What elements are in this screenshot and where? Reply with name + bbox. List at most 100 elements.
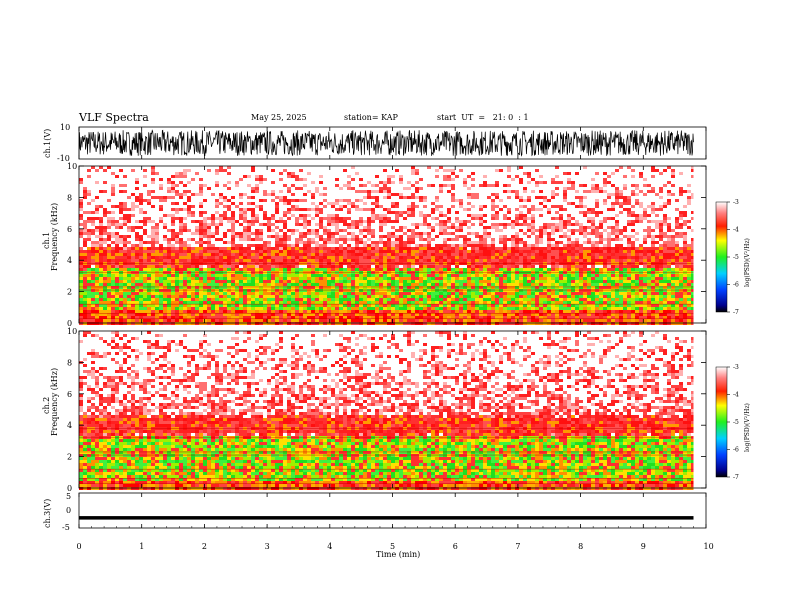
spectrogram-cell bbox=[95, 322, 99, 325]
spectrogram-cell bbox=[203, 283, 207, 286]
spectrogram-cell bbox=[123, 289, 127, 292]
spectrogram-cell bbox=[99, 166, 103, 169]
spectrogram-cell bbox=[519, 298, 523, 301]
spectrogram-cell bbox=[583, 295, 587, 298]
spectrogram-cell bbox=[507, 304, 511, 307]
spectrogram-cell bbox=[255, 265, 259, 268]
spectrogram-cell bbox=[475, 313, 479, 316]
spectrogram-cell bbox=[195, 319, 199, 322]
spectrogram-cell bbox=[127, 226, 131, 229]
spectrogram-cell bbox=[199, 289, 203, 292]
spectrogram-cell bbox=[531, 205, 535, 208]
spectrogram-cell bbox=[323, 322, 327, 325]
spectrogram-cell bbox=[347, 277, 351, 280]
spectrogram-cell bbox=[183, 169, 187, 172]
spectrogram-cell bbox=[551, 304, 555, 307]
spectrogram-cell bbox=[79, 250, 83, 253]
spectrogram-cell bbox=[167, 238, 171, 241]
spectrogram-cell bbox=[471, 244, 475, 247]
spectrogram-cell bbox=[379, 316, 383, 319]
spectrogram-cell bbox=[523, 253, 527, 256]
spectrogram-cell bbox=[87, 292, 91, 295]
spectrogram-cell bbox=[583, 196, 587, 199]
spectrogram-cell bbox=[407, 301, 411, 304]
spectrogram-cell bbox=[103, 283, 107, 286]
spectrogram-cell bbox=[371, 307, 375, 310]
spectrogram-cell bbox=[175, 247, 179, 250]
spectrogram-cell bbox=[583, 226, 587, 229]
spectrogram-cell bbox=[251, 319, 255, 322]
spectrogram-cell bbox=[399, 280, 403, 283]
spectrogram-cell bbox=[271, 223, 275, 226]
spectrogram-cell bbox=[303, 310, 307, 313]
spectrogram-cell bbox=[527, 322, 531, 325]
spectrogram-cell bbox=[263, 298, 267, 301]
spectrogram-cell bbox=[79, 313, 83, 316]
spectrogram-cell bbox=[319, 259, 323, 262]
spectrogram-cell bbox=[503, 283, 507, 286]
spectrogram-cell bbox=[519, 205, 523, 208]
spectrogram-cell bbox=[83, 295, 87, 298]
spectrogram-cell bbox=[391, 319, 395, 322]
spectrogram-cell bbox=[267, 253, 271, 256]
spectrogram-cell bbox=[251, 187, 255, 190]
spectrogram-cell bbox=[143, 280, 147, 283]
spectrogram-cell bbox=[259, 304, 263, 307]
spectrogram-cell bbox=[187, 214, 191, 217]
spectrogram-cell bbox=[571, 250, 575, 253]
spectrogram-cell bbox=[347, 283, 351, 286]
spectrogram-cell bbox=[319, 298, 323, 301]
spectrogram-cell bbox=[543, 199, 547, 202]
spectrogram-cell bbox=[403, 241, 407, 244]
spectrogram-cell bbox=[399, 292, 403, 295]
spectrogram-cell bbox=[355, 274, 359, 277]
spectrogram-cell bbox=[515, 235, 519, 238]
spectrogram-cell bbox=[507, 250, 511, 253]
spectrogram-cell bbox=[595, 229, 599, 232]
spectrogram-cell bbox=[171, 253, 175, 256]
spectrogram-cell bbox=[179, 175, 183, 178]
spectrogram-cell bbox=[127, 307, 131, 310]
spectrogram-cell bbox=[111, 235, 115, 238]
spectrogram-cell bbox=[343, 277, 347, 280]
spectrogram-cell bbox=[139, 256, 143, 259]
spectrogram-cell bbox=[383, 169, 387, 172]
spectrogram-cell bbox=[311, 295, 315, 298]
spectrogram-cell bbox=[571, 304, 575, 307]
spectrogram-cell bbox=[91, 211, 95, 214]
spectrogram-cell bbox=[291, 199, 295, 202]
spectrogram-cell bbox=[547, 223, 551, 226]
spectrogram-cell bbox=[511, 286, 515, 289]
spectrogram-cell bbox=[211, 235, 215, 238]
spectrogram-cell bbox=[579, 277, 583, 280]
spectrogram-cell bbox=[303, 313, 307, 316]
spectrogram-cell bbox=[155, 235, 159, 238]
spectrogram-cell bbox=[295, 307, 299, 310]
spectrogram-cell bbox=[443, 313, 447, 316]
spectrogram-cell bbox=[159, 283, 163, 286]
spectrogram-cell bbox=[303, 283, 307, 286]
spectrogram-cell bbox=[591, 226, 595, 229]
spectrogram-cell bbox=[291, 307, 295, 310]
spectrogram-cell bbox=[295, 304, 299, 307]
spectrogram-cell bbox=[83, 307, 87, 310]
spectrogram-cell bbox=[591, 265, 595, 268]
spectrogram-cell bbox=[363, 202, 367, 205]
spectrogram-cell bbox=[271, 289, 275, 292]
spectrogram-cell bbox=[343, 283, 347, 286]
spectrogram-cell bbox=[391, 244, 395, 247]
spectrogram-cell bbox=[123, 247, 127, 250]
spectrogram-cell bbox=[583, 310, 587, 313]
spectrogram-cell bbox=[167, 256, 171, 259]
spectrogram-cell bbox=[595, 184, 599, 187]
spectrogram-cell bbox=[335, 295, 339, 298]
spectrogram-cell bbox=[423, 247, 427, 250]
spectrogram-cell bbox=[339, 307, 343, 310]
spectrogram-cell bbox=[527, 307, 531, 310]
spectrogram-cell bbox=[555, 253, 559, 256]
spectrogram-cell bbox=[363, 280, 367, 283]
spectrogram-cell bbox=[551, 238, 555, 241]
spectrogram-cell bbox=[223, 265, 227, 268]
spectrogram-cell bbox=[235, 307, 239, 310]
spectrogram-cell bbox=[395, 280, 399, 283]
